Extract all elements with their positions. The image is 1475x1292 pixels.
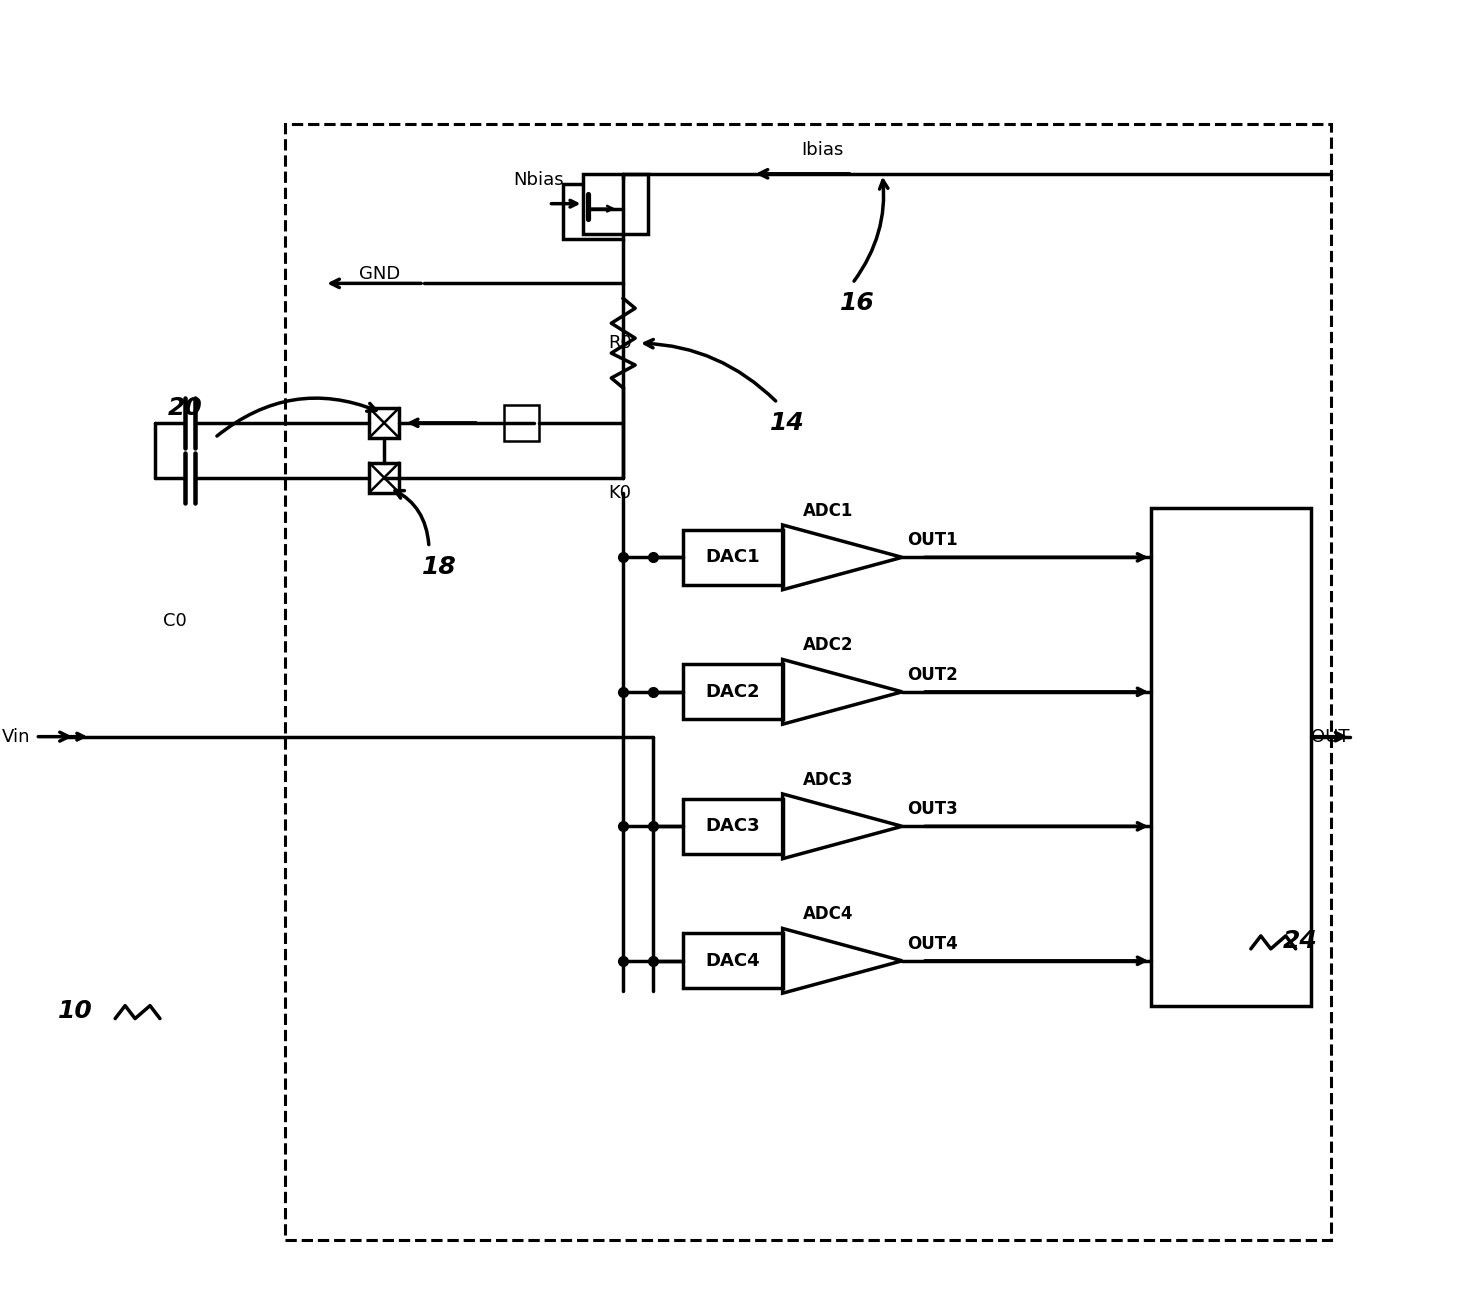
Text: ADC3: ADC3 — [802, 771, 853, 789]
FancyBboxPatch shape — [683, 798, 783, 854]
Text: ADC1: ADC1 — [802, 503, 853, 519]
FancyBboxPatch shape — [683, 933, 783, 988]
Text: ADC4: ADC4 — [802, 906, 853, 924]
Text: Ibias: Ibias — [801, 141, 844, 159]
FancyBboxPatch shape — [503, 404, 538, 441]
Text: C0: C0 — [164, 612, 187, 630]
Text: 14: 14 — [770, 411, 805, 435]
FancyBboxPatch shape — [563, 183, 624, 239]
FancyBboxPatch shape — [369, 463, 400, 492]
Text: K0: K0 — [608, 483, 631, 501]
Text: DAC4: DAC4 — [705, 952, 760, 970]
Text: OUT2: OUT2 — [907, 665, 957, 683]
FancyBboxPatch shape — [584, 174, 648, 234]
Text: Nbias: Nbias — [513, 171, 563, 189]
Text: OUT4: OUT4 — [907, 935, 957, 952]
Text: OUT3: OUT3 — [907, 800, 957, 818]
Text: DAC1: DAC1 — [705, 548, 760, 566]
Text: R0: R0 — [608, 335, 631, 353]
Text: Vin: Vin — [1, 727, 31, 745]
FancyBboxPatch shape — [369, 408, 400, 438]
Text: 20: 20 — [168, 395, 202, 420]
Text: DAC2: DAC2 — [705, 683, 760, 700]
Text: GND: GND — [358, 265, 400, 283]
Text: ADC2: ADC2 — [802, 637, 853, 655]
Bar — [285, 124, 1330, 1240]
Text: 18: 18 — [422, 556, 456, 579]
FancyBboxPatch shape — [683, 530, 783, 585]
Text: DAC3: DAC3 — [705, 818, 760, 836]
Text: 24: 24 — [1283, 929, 1319, 953]
Text: 16: 16 — [839, 291, 875, 315]
Text: OUT1: OUT1 — [907, 531, 957, 549]
FancyBboxPatch shape — [683, 664, 783, 720]
FancyBboxPatch shape — [1150, 508, 1311, 1005]
Text: OUT: OUT — [1311, 727, 1350, 745]
Text: 10: 10 — [58, 999, 93, 1023]
